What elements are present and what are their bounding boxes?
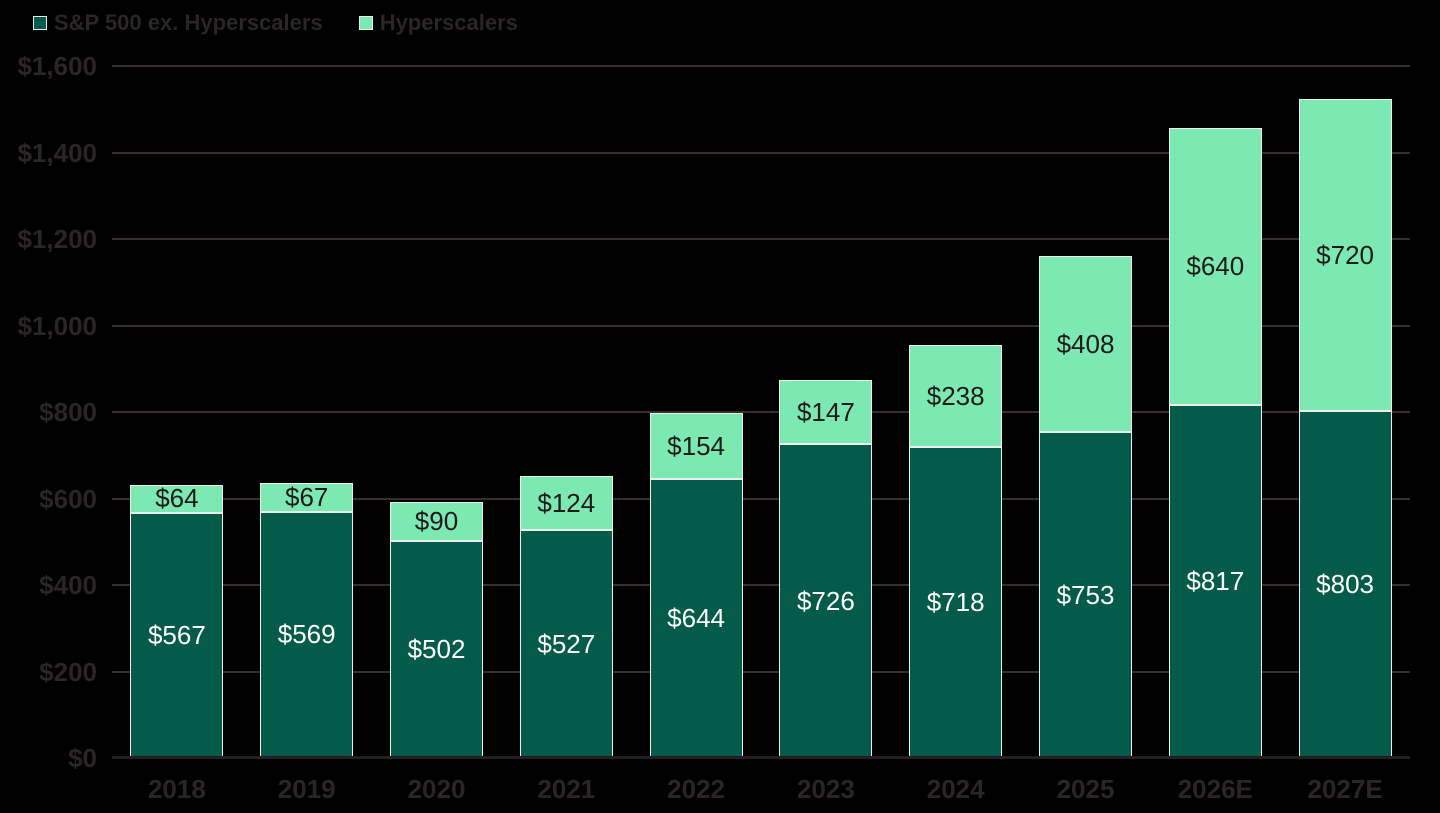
- bar-segment-sp500-ex-hyperscalers: $718: [909, 447, 1003, 758]
- gridline: [112, 411, 1410, 413]
- bar-segment-hyperscalers: $90: [390, 501, 483, 541]
- x-tick-label-2018: 2018: [147, 774, 206, 804]
- bar-2018: $567 $64: [130, 483, 224, 758]
- bar-value-label: $408: [1056, 328, 1115, 359]
- gridline: [112, 497, 1410, 500]
- bar-segment-sp500-ex-hyperscalers: $569: [260, 511, 354, 758]
- bar-value-label: $726: [796, 585, 855, 616]
- bar-value-label: $640: [1186, 250, 1245, 281]
- bar-segment-sp500-ex-hyperscalers: $817: [1168, 404, 1262, 758]
- bar-segment-sp500-ex-hyperscalers: $567: [130, 512, 224, 758]
- legend-item-hyperscalers: Hyperscalers: [358, 10, 518, 36]
- bar-segment-sp500-ex-hyperscalers: $726: [779, 444, 873, 758]
- bar-segment-hyperscalers: $147: [779, 380, 873, 445]
- x-tick-label-2027e: 2027E: [1307, 774, 1383, 804]
- bar-value-label: $147: [796, 396, 855, 427]
- bar-segment-hyperscalers: $720: [1298, 99, 1392, 411]
- bar-value-label: $64: [155, 483, 199, 514]
- bar-value-label: $718: [926, 587, 985, 618]
- bar-value-label: $753: [1056, 579, 1115, 610]
- y-tick-label: $0: [68, 743, 97, 773]
- bar-2024: $718 $238: [909, 344, 1003, 758]
- gridline: [112, 584, 1410, 586]
- legend-swatch-mint-green: [358, 16, 373, 30]
- bar-2021: $527 $124: [519, 476, 613, 758]
- bar-2025: $753 $408: [1039, 255, 1132, 758]
- bar-segment-sp500-ex-hyperscalers: $502: [390, 540, 483, 758]
- y-tick-label: $1,600: [17, 51, 97, 81]
- y-tick-label: $800: [39, 397, 97, 427]
- bar-2026e: $817 $640: [1168, 127, 1262, 758]
- y-tick-label: $1,200: [17, 224, 97, 254]
- bar-2022: $644 $154: [649, 412, 743, 758]
- x-tick-label-2025: 2025: [1056, 774, 1115, 804]
- chart-legend: S&P 500 ex. Hyperscalers Hyperscalers: [33, 10, 518, 36]
- legend-label-hyperscalers: Hyperscalers: [379, 10, 518, 35]
- x-tick-label-2024: 2024: [926, 774, 985, 804]
- bar-segment-hyperscalers: $67: [260, 481, 354, 512]
- bar-value-label: $502: [407, 633, 466, 664]
- gridline: [112, 670, 1410, 673]
- bar-2020: $502 $90: [390, 501, 483, 758]
- x-tick-label-2023: 2023: [796, 774, 855, 804]
- plot-area: $567 $64 $569 $67 $502 $90 $527 $124 $644 $154 $72…: [112, 65, 1410, 759]
- x-tick-label-2019: 2019: [277, 774, 336, 804]
- x-axis-baseline: [112, 756, 1410, 759]
- y-tick-label: $200: [39, 656, 97, 687]
- y-tick-label: $400: [39, 570, 97, 600]
- x-tick-label-2020: 2020: [407, 774, 466, 804]
- bar-value-label: $803: [1316, 568, 1375, 599]
- legend-item-sp500-ex-hyperscalers: S&P 500 ex. Hyperscalers: [33, 10, 323, 36]
- bar-value-label: $720: [1316, 239, 1375, 270]
- x-tick-label-2022: 2022: [667, 774, 725, 804]
- bar-segment-hyperscalers: $154: [649, 412, 743, 480]
- bar-value-label: $238: [926, 380, 985, 411]
- bar-2027e: $803 $720: [1298, 99, 1392, 758]
- bar-value-label: $67: [284, 481, 329, 512]
- y-tick-label: $1,000: [17, 310, 97, 341]
- bar-value-label: $817: [1186, 565, 1245, 596]
- bar-segment-hyperscalers: $124: [519, 476, 613, 531]
- bar-value-label: $569: [277, 619, 336, 650]
- bar-value-label: $90: [414, 505, 459, 536]
- bar-value-label: $644: [667, 603, 726, 634]
- bar-segment-hyperscalers: $238: [909, 344, 1003, 448]
- gridline: [112, 65, 1410, 67]
- legend-label-sp500-ex-hyperscalers: S&P 500 ex. Hyperscalers: [54, 10, 323, 35]
- bar-value-label: $567: [147, 619, 206, 650]
- legend-swatch-dark-green: [33, 16, 47, 30]
- bar-segment-sp500-ex-hyperscalers: $644: [649, 479, 743, 758]
- bar-segment-sp500-ex-hyperscalers: $527: [519, 530, 613, 758]
- y-tick-label: $1,400: [17, 137, 97, 168]
- gridline: [112, 238, 1410, 240]
- bar-2019: $569 $67: [260, 481, 354, 758]
- bar-segment-sp500-ex-hyperscalers: $803: [1298, 410, 1392, 758]
- bar-segment-sp500-ex-hyperscalers: $753: [1039, 432, 1132, 758]
- bar-value-label: $527: [537, 628, 596, 659]
- gridline: [112, 324, 1410, 327]
- y-tick-label: $600: [39, 483, 97, 514]
- bar-value-label: $124: [537, 487, 596, 518]
- bar-segment-hyperscalers: $408: [1039, 255, 1132, 433]
- bar-value-label: $154: [667, 430, 726, 461]
- bar-segment-hyperscalers: $64: [130, 483, 224, 514]
- gridline: [112, 151, 1410, 154]
- bar-segment-hyperscalers: $640: [1168, 127, 1262, 405]
- x-tick-label-2026e: 2026E: [1177, 774, 1253, 804]
- x-tick-label-2021: 2021: [537, 774, 596, 804]
- bar-2023: $726 $147: [779, 380, 873, 758]
